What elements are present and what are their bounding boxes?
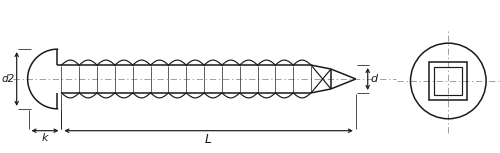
Text: d: d (370, 74, 378, 84)
Bar (430, 62, 467, 100)
Text: k: k (42, 133, 48, 143)
Text: d2: d2 (2, 74, 15, 84)
Text: L: L (205, 133, 212, 146)
Bar (434, 67, 462, 95)
